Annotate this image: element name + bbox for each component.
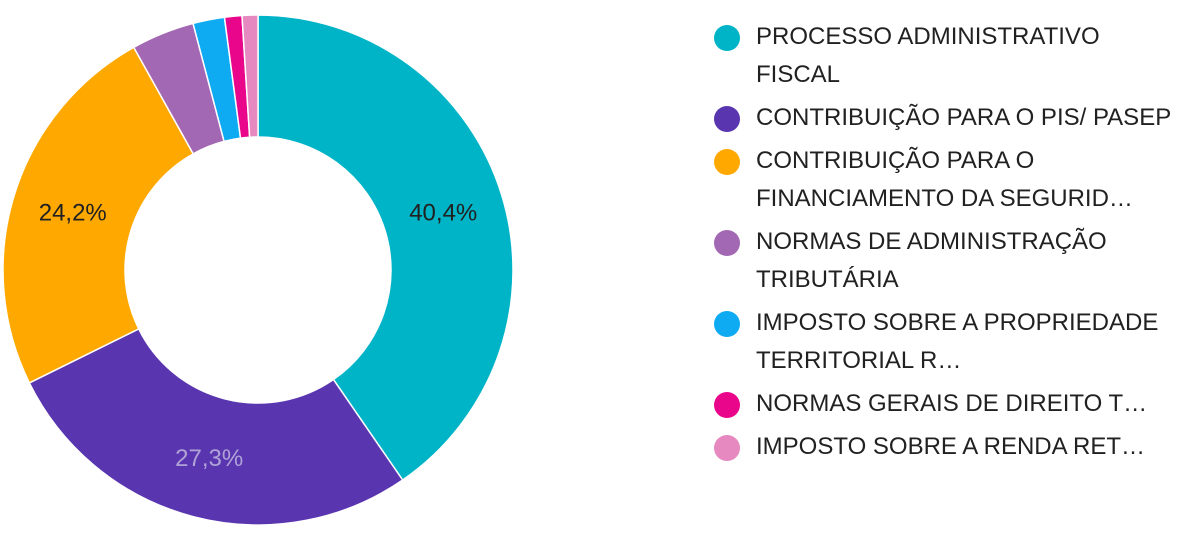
legend-label: IMPOSTO SOBRE A PROPRIEDADE TERRITORIAL … xyxy=(756,309,1159,374)
legend-label: CONTRIBUIÇÃO PARA O PIS/ PASEP xyxy=(756,104,1172,131)
legend-swatch-icon xyxy=(714,25,740,51)
legend-swatch-icon xyxy=(714,149,740,175)
slice-value-label-2: 27,3% xyxy=(175,445,243,472)
legend-label: IMPOSTO SOBRE A RENDA RET… xyxy=(756,433,1145,460)
legend-item-7[interactable]: IMPOSTO SOBRE A RENDA RET… xyxy=(700,428,1180,466)
legend-label: NORMAS GERAIS DE DIREITO T… xyxy=(756,390,1148,417)
legend-item-1[interactable]: PROCESSO ADMINISTRATIVO FISCAL xyxy=(700,18,1180,94)
legend-item-3[interactable]: CONTRIBUIÇÃO PARA O FINANCIAMENTO DA SEG… xyxy=(700,142,1180,218)
donut-slice-2[interactable] xyxy=(28,327,404,526)
legend-swatch-icon xyxy=(714,435,740,461)
legend-swatch-icon xyxy=(714,230,740,256)
donut-slice-1[interactable] xyxy=(257,14,514,482)
donut-slice-7[interactable] xyxy=(241,14,259,139)
legend-label: PROCESSO ADMINISTRATIVO FISCAL xyxy=(756,23,1100,88)
legend-swatch-icon xyxy=(714,392,740,418)
slice-labels-group: 40,4% 27,3% 24,2% xyxy=(39,199,478,471)
legend-label: CONTRIBUIÇÃO PARA O FINANCIAMENTO DA SEG… xyxy=(756,147,1133,212)
legend-item-5[interactable]: IMPOSTO SOBRE A PROPRIEDADE TERRITORIAL … xyxy=(700,304,1180,380)
legend-swatch-icon xyxy=(714,311,740,337)
slices-group xyxy=(2,14,514,526)
legend-item-2[interactable]: CONTRIBUIÇÃO PARA O PIS/ PASEP xyxy=(700,99,1180,137)
slice-value-label-1: 40,4% xyxy=(409,199,477,226)
legend-swatch-icon xyxy=(714,106,740,132)
legend-item-6[interactable]: NORMAS GERAIS DE DIREITO T… xyxy=(700,385,1180,423)
legend-label: NORMAS DE ADMINISTRAÇÃO TRIBUTÁRIA xyxy=(756,228,1107,293)
legend: PROCESSO ADMINISTRATIVO FISCAL CONTRIBUIÇ… xyxy=(700,18,1180,471)
legend-item-4[interactable]: NORMAS DE ADMINISTRAÇÃO TRIBUTÁRIA xyxy=(700,223,1180,299)
donut-chart-plot: 40,4% 27,3% 24,2% xyxy=(2,14,514,526)
donut-slice-3[interactable] xyxy=(2,46,195,384)
slice-value-label-3: 24,2% xyxy=(39,199,107,226)
